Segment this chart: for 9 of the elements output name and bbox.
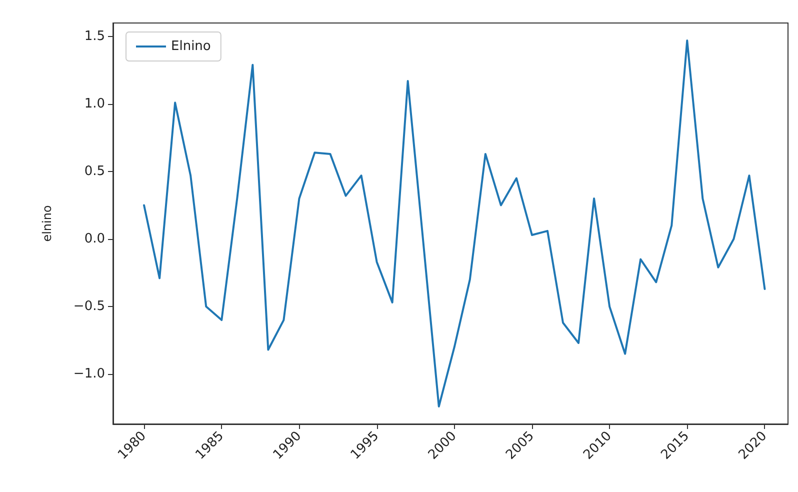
y-tick-label: −1.0 [73, 366, 105, 382]
y-tick-label: 0.0 [84, 232, 105, 247]
y-tick-label: 0.5 [84, 164, 105, 180]
y-tick-label: −0.5 [73, 299, 105, 314]
line-series [143, 40, 766, 408]
y-tick-label: 1.0 [84, 96, 105, 112]
legend-label: Elnino [171, 39, 211, 54]
y-tick-label: 1.5 [84, 29, 105, 44]
y-axis-title: elnino [40, 205, 54, 242]
